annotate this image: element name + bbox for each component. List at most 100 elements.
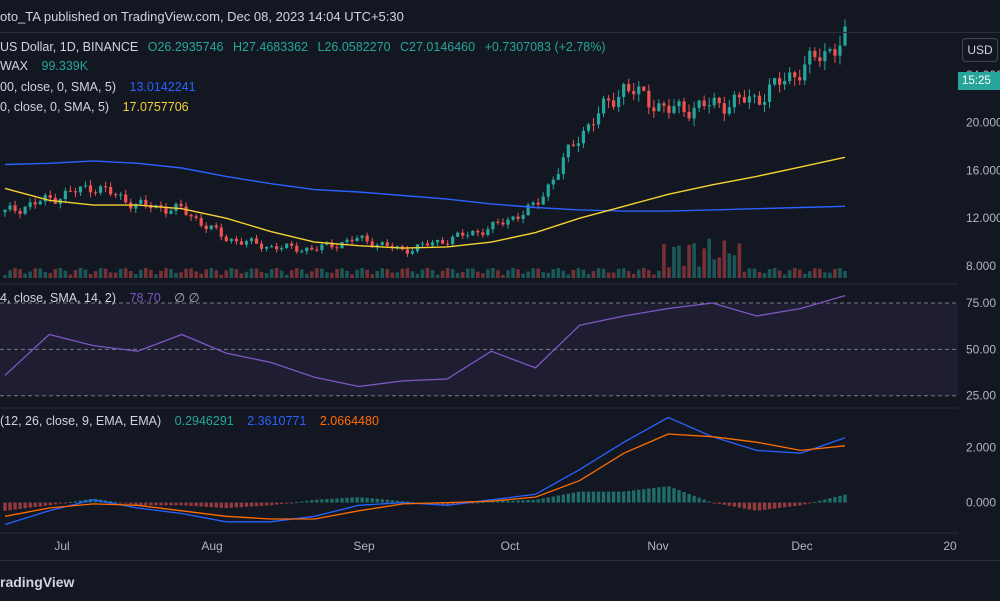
candle-body	[843, 26, 847, 46]
candle-body	[757, 95, 762, 105]
macd-hist-bar	[803, 502, 807, 505]
brand-logo-text: radingView	[0, 574, 75, 590]
candle-body	[68, 190, 72, 192]
candle-body	[249, 238, 254, 242]
volume-bar	[526, 271, 530, 278]
macd-hist-bar	[450, 502, 455, 505]
candle-body	[601, 98, 606, 114]
volume-bar	[445, 268, 450, 278]
price-tick-label: 20.000	[966, 116, 1000, 130]
volume-bar	[13, 268, 17, 278]
candle-body	[742, 97, 747, 103]
volume-bar	[375, 270, 380, 278]
candle-body	[295, 245, 299, 252]
candle-body	[13, 205, 17, 211]
macd-hist-bar	[647, 488, 651, 503]
time-tick-label: Sep	[353, 539, 375, 553]
time-axis: Jul Aug Sep Oct Nov Dec 20	[0, 532, 958, 553]
candle-body	[385, 242, 389, 246]
candle-body	[446, 243, 450, 245]
legend-ma-short-value: 17.0757706	[122, 100, 189, 114]
candle-body	[63, 190, 67, 200]
candle-body	[285, 243, 289, 249]
candle-body	[747, 96, 752, 103]
candle-body	[435, 239, 440, 243]
macd-hist-bar	[325, 499, 329, 503]
macd-hist-bar	[108, 501, 113, 503]
candle-body	[652, 107, 656, 112]
legend-rsi-label: 4, close, SMA, 14, 2)	[0, 291, 117, 305]
macd-hist-bar	[823, 499, 827, 503]
volume-bar	[697, 266, 701, 278]
price-tick-label: 12.000	[966, 211, 1000, 225]
volume-bar	[727, 253, 732, 278]
candle-body	[752, 95, 757, 97]
macd-hist-bar	[48, 502, 52, 506]
volume-bar	[325, 272, 329, 278]
macd-hist-bar	[390, 500, 395, 503]
volume-bar	[279, 270, 284, 278]
volume-bar	[33, 268, 37, 278]
macd-hist-bar	[8, 502, 12, 511]
volume-bar	[481, 273, 485, 278]
volume-bar	[440, 270, 445, 278]
volume-bar	[772, 268, 777, 278]
legend-low: L26.0582270	[317, 40, 391, 54]
volume-bars	[3, 238, 847, 278]
volume-bar	[430, 270, 435, 278]
time-tick-label: 20	[943, 539, 957, 553]
candle-body	[365, 235, 369, 242]
macd-hist-bar	[793, 502, 797, 507]
candle-body	[280, 248, 284, 250]
volume-bar	[304, 273, 309, 278]
macd-hist-bar	[355, 497, 359, 503]
candle-body	[707, 105, 711, 107]
volume-bar	[551, 268, 556, 278]
volume-bar	[450, 269, 455, 278]
candle-body	[43, 195, 47, 202]
macd-hist-bar	[365, 497, 369, 503]
volume-bar	[189, 268, 193, 278]
volume-bar	[269, 269, 274, 278]
candle-body	[808, 50, 812, 65]
macd-hist-bar	[164, 502, 168, 506]
candle-body	[833, 49, 837, 56]
candle-body	[501, 222, 505, 225]
candle-body	[637, 86, 641, 95]
macd-hist-bar	[486, 501, 490, 503]
footer: radingView	[0, 560, 1000, 601]
candle-body	[556, 174, 560, 180]
macd-hist-bar	[566, 493, 571, 503]
volume-bar	[43, 271, 48, 278]
macd-hist-bar	[561, 494, 566, 503]
candle-body	[697, 100, 701, 108]
volume-bar	[556, 268, 561, 278]
volume-bar	[335, 268, 339, 278]
volume-bar	[742, 271, 747, 278]
candle-body	[8, 205, 12, 210]
macd-hist-bar	[124, 502, 128, 504]
macd-hist-bar	[224, 502, 229, 509]
volume-bar	[737, 243, 742, 278]
legend-open: O26.2935746	[147, 40, 224, 54]
volume-bar	[667, 267, 671, 278]
volume-bar	[254, 268, 259, 278]
macd-hist-bar	[350, 497, 354, 503]
macd-hist-bar	[692, 495, 696, 503]
candle-body	[722, 103, 726, 114]
macd-hist-bar	[340, 498, 344, 503]
published-title: oto_TA published on TradingView.com, Dec…	[0, 9, 404, 24]
macd-hist-bar	[284, 502, 289, 504]
candle-body	[305, 247, 309, 252]
volume-bar	[435, 274, 440, 278]
candle-body	[330, 242, 334, 248]
time-tick-label: Jul	[54, 539, 69, 553]
candle-body	[622, 83, 626, 97]
volume-bar	[581, 269, 586, 278]
macd-hist-bar	[662, 486, 666, 503]
volume-bar	[385, 268, 390, 278]
currency-button[interactable]: USD	[962, 38, 998, 62]
macd-hist-bar	[813, 501, 817, 503]
candle-body	[737, 94, 741, 98]
